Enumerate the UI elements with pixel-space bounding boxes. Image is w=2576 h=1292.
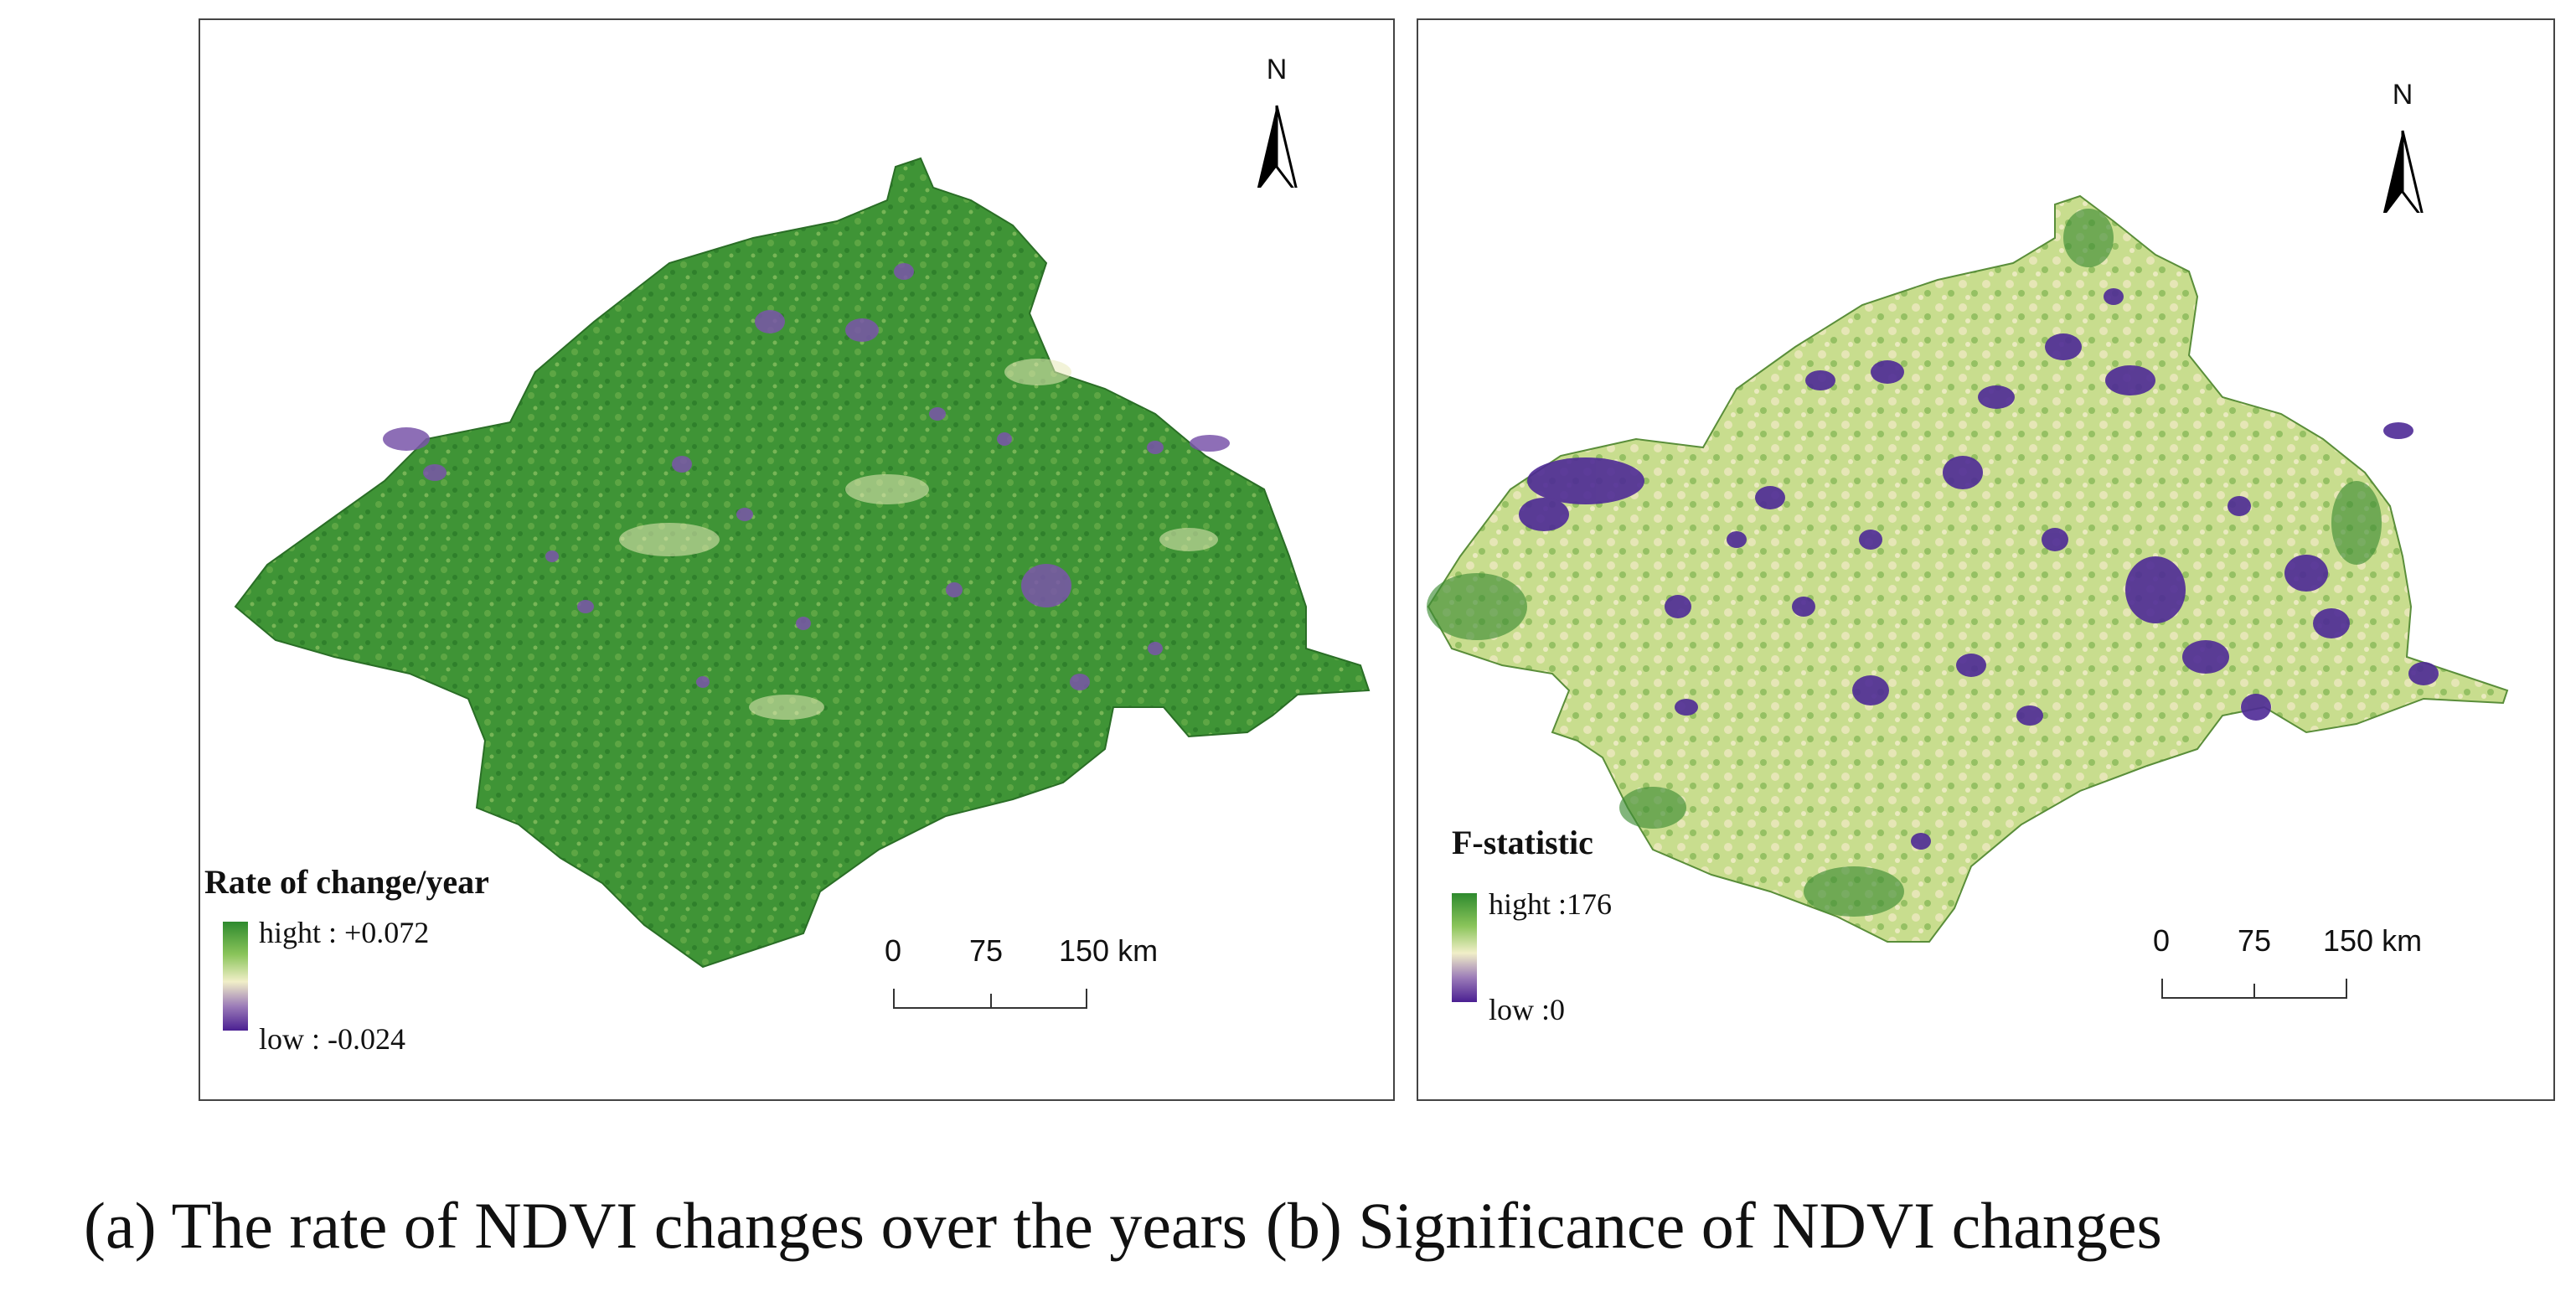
- legend-high-label: hight : +0.072: [259, 916, 430, 949]
- scale-tick: [2161, 979, 2163, 999]
- ndvi-significance-map: [1427, 194, 2509, 943]
- north-arrow: N: [1247, 54, 1306, 188]
- scale-label-end: 150 km: [2323, 923, 2423, 958]
- ndvi-rate-map: [234, 157, 1371, 969]
- scale-bar: 0 75 150 km: [2151, 923, 2436, 1016]
- caption-a: (a) The rate of NDVI changes over the ye…: [84, 1189, 1247, 1262]
- scale-tick: [2346, 979, 2347, 999]
- north-arrow-icon: [1257, 105, 1298, 188]
- low-f-patches: [1519, 288, 2439, 850]
- scale-label-mid: 75: [969, 933, 1004, 968]
- legend-title: Rate of change/year: [204, 863, 489, 901]
- scale-label-end: 150 km: [1059, 933, 1159, 968]
- legend-title: F-statistic: [1452, 824, 1593, 861]
- region-shape: [1427, 194, 2509, 943]
- scale-label-mid: 75: [2238, 923, 2272, 958]
- low-change-patches: [383, 263, 1230, 690]
- scale-tick: [2253, 984, 2255, 999]
- north-arrow-label: N: [2392, 79, 2413, 111]
- legend-low-label: low :0: [1489, 993, 1566, 1026]
- scale-bar: 0 75 150 km: [883, 933, 1168, 1026]
- legend-high-label: hight :176: [1489, 887, 1613, 921]
- legend-color-ramp: [223, 922, 248, 1031]
- figure-caption: (a) The rate of NDVI changes over the ye…: [84, 1188, 2181, 1264]
- scale-tick: [893, 989, 895, 1009]
- north-arrow-icon: [2382, 130, 2424, 213]
- scale-tick: [990, 994, 992, 1009]
- map-panel-f-statistic: N F-statistic hight :176 low :0 0 75 150…: [1417, 18, 2555, 1101]
- scale-label-zero: 0: [885, 933, 902, 968]
- map-panel-rate-of-change: N Rate of change/year hight : +0.072 low…: [199, 18, 1395, 1101]
- region-shape: [234, 157, 1371, 969]
- north-arrow: N: [2373, 79, 2432, 213]
- green-margin-patches: [1427, 209, 2382, 917]
- caption-b: (b) Significance of NDVI changes: [1265, 1189, 2162, 1262]
- neutral-patches: [619, 359, 1218, 720]
- scale-label-zero: 0: [2153, 923, 2171, 958]
- north-arrow-label: N: [1266, 54, 1288, 85]
- legend-low-label: low : -0.024: [259, 1022, 405, 1056]
- legend-color-ramp: [1452, 893, 1477, 1002]
- scale-tick: [1086, 989, 1087, 1009]
